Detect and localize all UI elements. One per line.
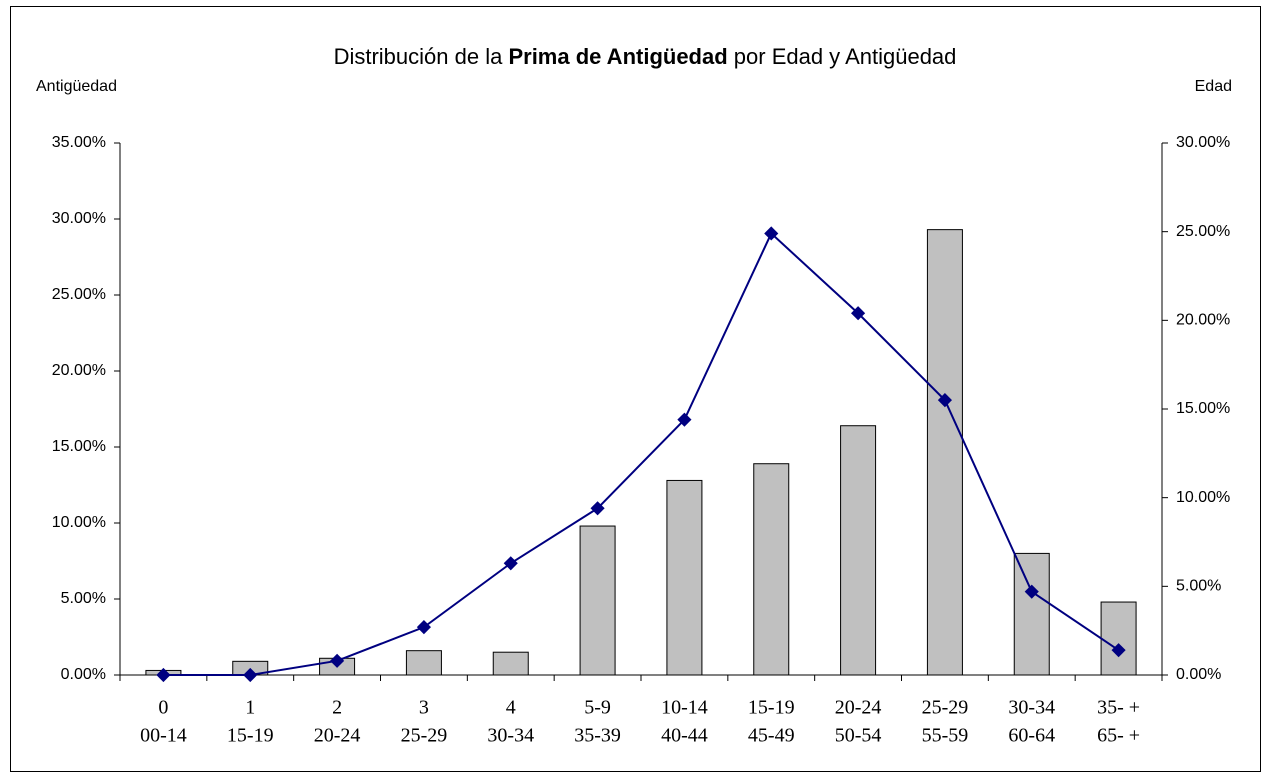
x-tick-label: 35-39 bbox=[574, 725, 621, 747]
x-tick-label: 1 bbox=[245, 697, 255, 719]
bar bbox=[405, 650, 442, 676]
chart-frame bbox=[10, 6, 1261, 772]
x-tick-label: 20-24 bbox=[835, 697, 882, 719]
x-tick-label: 65- + bbox=[1097, 725, 1140, 747]
x-tick-label: 50-54 bbox=[835, 725, 882, 747]
y2-tick-label: 30.00% bbox=[1176, 134, 1230, 151]
line-marker bbox=[416, 620, 431, 635]
x-tick-label: 30-34 bbox=[487, 725, 534, 747]
line-marker bbox=[590, 501, 605, 516]
y2-tick-label: 0.00% bbox=[1176, 666, 1221, 683]
title-part: Distribución de la bbox=[334, 44, 509, 69]
x-tick-label: 20-24 bbox=[314, 725, 361, 747]
line bbox=[163, 231, 1120, 676]
title-part: por Edad y Antigüedad bbox=[728, 44, 957, 69]
x-tick-label: 45-49 bbox=[748, 725, 795, 747]
y-axis-label: Antigüedad bbox=[36, 78, 117, 95]
bar bbox=[666, 479, 703, 676]
y2-tick-label: 15.00% bbox=[1176, 400, 1230, 417]
y-tick-label: 35.00% bbox=[52, 134, 106, 151]
y2-tick-label: 5.00% bbox=[1176, 578, 1221, 595]
line-marker bbox=[503, 556, 518, 571]
y2-tick-label: 10.00% bbox=[1176, 489, 1230, 506]
x-tick-label: 10-14 bbox=[661, 697, 708, 719]
line-marker bbox=[330, 653, 345, 668]
bar bbox=[579, 525, 616, 676]
y-tick-label: 25.00% bbox=[52, 286, 106, 303]
y2-axis-label: Edad bbox=[1195, 78, 1232, 95]
bar bbox=[1100, 601, 1137, 676]
line-marker bbox=[1024, 584, 1039, 599]
line-marker bbox=[1111, 643, 1126, 658]
y2-tick-label: 25.00% bbox=[1176, 223, 1230, 240]
line-marker bbox=[764, 226, 779, 241]
x-tick-label: 5-9 bbox=[584, 697, 611, 719]
bar bbox=[926, 229, 963, 676]
x-tick-label: 55-59 bbox=[922, 725, 969, 747]
line-marker bbox=[677, 412, 692, 427]
y-tick-label: 20.00% bbox=[52, 362, 106, 379]
y2-tick-label: 20.00% bbox=[1176, 312, 1230, 329]
title-part-bold: Prima de Antigüedad bbox=[508, 44, 727, 69]
x-tick-label: 2 bbox=[332, 697, 342, 719]
line-marker bbox=[851, 306, 866, 321]
y-tick-label: 30.00% bbox=[52, 210, 106, 227]
x-tick-label: 15-19 bbox=[227, 725, 274, 747]
y-tick-label: 10.00% bbox=[52, 514, 106, 531]
line-marker bbox=[156, 667, 171, 683]
chart-title: Distribución de la Prima de Antigüedad p… bbox=[334, 44, 957, 69]
x-tick-label: 40-44 bbox=[661, 725, 708, 747]
x-tick-label: 0 bbox=[158, 697, 168, 719]
x-tick-label: 4 bbox=[506, 697, 516, 719]
x-tick-label: 25-29 bbox=[922, 697, 969, 719]
x-tick-label: 35- + bbox=[1097, 697, 1140, 719]
bar bbox=[1013, 552, 1050, 676]
x-tick-label: 15-19 bbox=[748, 697, 795, 719]
x-tick-label: 00-14 bbox=[140, 725, 187, 747]
x-tick-label: 25-29 bbox=[401, 725, 448, 747]
x-tick-label: 60-64 bbox=[1008, 725, 1055, 747]
bar bbox=[492, 651, 529, 676]
bar bbox=[840, 425, 877, 676]
x-tick-label: 30-34 bbox=[1008, 697, 1055, 719]
y-tick-label: 15.00% bbox=[52, 438, 106, 455]
line-marker bbox=[937, 393, 952, 408]
y-tick-label: 5.00% bbox=[61, 590, 106, 607]
y-tick-label: 0.00% bbox=[61, 666, 106, 683]
line-marker bbox=[243, 667, 258, 683]
bar bbox=[753, 463, 790, 676]
x-tick-label: 3 bbox=[419, 697, 429, 719]
